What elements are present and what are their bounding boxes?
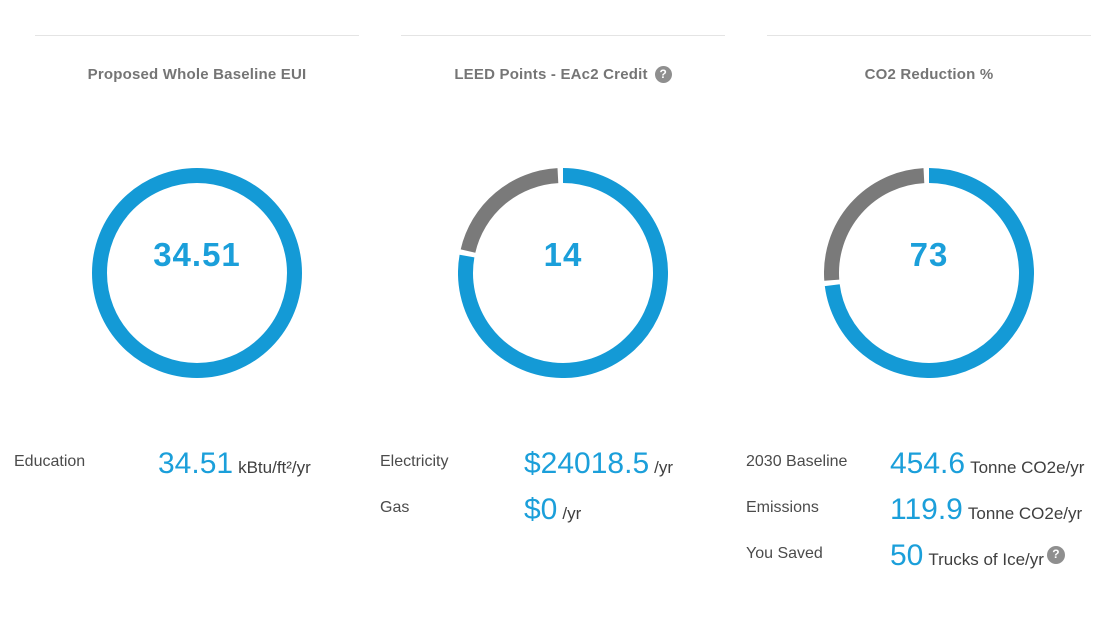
detail-label: Gas	[380, 499, 410, 516]
donut-ring	[824, 168, 1034, 378]
detail-row-education: Education 34.51 kBtu/ft²/yr	[14, 447, 380, 480]
card-divider	[767, 35, 1091, 36]
gauge-center-value: 14	[543, 236, 583, 273]
gauge-center-value: 73	[909, 236, 949, 273]
detail-row-2030-baseline: 2030 Baseline 454.6 Tonne CO2e/yr	[746, 447, 1112, 480]
donut-gauge-leed: 14	[458, 168, 668, 378]
detail-label: Education	[14, 453, 86, 470]
donut-ring	[458, 168, 668, 378]
detail-unit: kBtu/ft²/yr	[238, 458, 311, 477]
card-leed-points: LEED Points - EAc2 Credit ? 14 Electrici…	[380, 35, 746, 585]
detail-number: 34.51	[158, 447, 234, 480]
detail-value: 119.9 Tonne CO2e/yr	[890, 493, 1104, 526]
help-icon[interactable]: ?	[1046, 546, 1065, 565]
gauges-dashboard: Proposed Whole Baseline EUI 34.51 Educat…	[14, 35, 1112, 585]
detail-number: 50	[890, 539, 924, 572]
donut-gauge-co2: 73	[824, 168, 1034, 378]
detail-value: $0/yr	[524, 493, 738, 526]
detail-label: Electricity	[380, 453, 449, 470]
detail-unit: Tonne CO2e/yr	[970, 458, 1085, 477]
donut-ring	[92, 168, 302, 378]
detail-row-electricity: Electricity $24018.5/yr	[380, 447, 746, 480]
card-divider	[35, 35, 359, 36]
card-proposed-baseline-eui: Proposed Whole Baseline EUI 34.51 Educat…	[14, 35, 380, 585]
detail-unit: Tonne CO2e/yr	[967, 504, 1083, 523]
detail-value: 50 Trucks of Ice/yr?	[890, 539, 1104, 572]
detail-row-you-saved: You Saved 50 Trucks of Ice/yr?	[746, 539, 1112, 572]
detail-unit: /yr	[654, 458, 674, 477]
detail-number: $0	[524, 493, 558, 526]
card-title: LEED Points - EAc2 Credit	[454, 65, 648, 83]
detail-label: You Saved	[746, 545, 823, 562]
detail-row-emissions: Emissions 119.9 Tonne CO2e/yr	[746, 493, 1112, 526]
detail-row-gas: Gas $0/yr	[380, 493, 746, 526]
card-divider	[401, 35, 725, 36]
help-icon[interactable]: ?	[654, 65, 672, 83]
card-co2-reduction: CO2 Reduction % 73 2030 Baseline 454.6 To…	[746, 35, 1112, 585]
detail-unit: /yr	[562, 504, 582, 523]
card-title: CO2 Reduction %	[864, 65, 994, 83]
detail-number: 119.9	[890, 493, 963, 526]
detail-unit: Trucks of Ice/yr	[928, 550, 1044, 569]
detail-value: $24018.5/yr	[524, 447, 738, 480]
detail-value: 34.51 kBtu/ft²/yr	[158, 447, 372, 480]
detail-number: $24018.5	[524, 447, 650, 480]
gauge-center-value: 34.51	[153, 236, 241, 273]
detail-value: 454.6 Tonne CO2e/yr	[890, 447, 1104, 480]
donut-gauge-eui: 34.51	[92, 168, 302, 378]
detail-number: 454.6	[890, 447, 966, 480]
detail-label: 2030 Baseline	[746, 453, 848, 470]
detail-label: Emissions	[746, 499, 819, 516]
card-title: Proposed Whole Baseline EUI	[87, 65, 307, 83]
